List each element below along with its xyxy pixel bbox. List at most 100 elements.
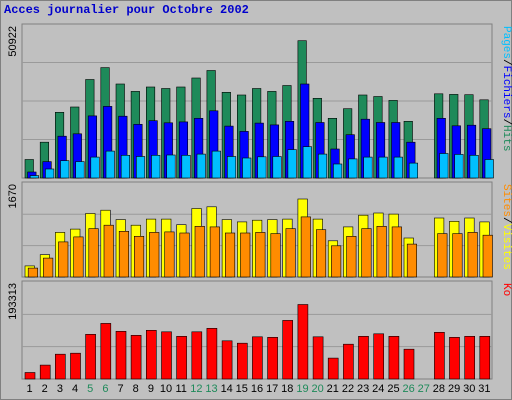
bar-ko-21 (327, 357, 339, 380)
bar-pages-16 (257, 156, 267, 179)
x-tick-label-27: 27 (418, 383, 430, 395)
x-tick-label-25: 25 (387, 383, 399, 395)
bar-pages-22 (348, 158, 358, 179)
x-tick-label-18: 18 (281, 383, 293, 395)
bar-pages-20 (317, 153, 328, 179)
bar-pages-5 (90, 156, 100, 179)
x-tick-label-10: 10 (160, 383, 172, 395)
bar-ko-15 (237, 342, 248, 380)
bar-ko-24 (373, 333, 385, 380)
bar-pages-11 (181, 155, 191, 179)
x-tick-label-7: 7 (117, 383, 123, 395)
legend-entry-separator: / (500, 217, 512, 224)
x-tick-label-9: 9 (148, 383, 154, 395)
bar-ko-6 (100, 323, 112, 380)
x-tick-label-14: 14 (221, 383, 233, 395)
bar-ko-22 (343, 343, 354, 380)
bar-sites-31 (482, 234, 493, 278)
bar-sites-15 (240, 232, 251, 278)
x-tick-label-29: 29 (448, 383, 460, 395)
bar-sites-6 (103, 224, 114, 278)
bar-sites-29 (452, 233, 463, 278)
bar-ko-4 (70, 352, 81, 380)
bar-pages-1 (29, 175, 40, 179)
bar-sites-5 (88, 228, 99, 278)
bar-ko-10 (161, 331, 172, 380)
x-tick-label-17: 17 (266, 383, 278, 395)
bar-ko-8 (130, 334, 142, 380)
bar-sites-2 (43, 257, 54, 278)
x-tick-label-1: 1 (27, 383, 33, 395)
bar-sites-7 (118, 231, 129, 278)
legend-middle: Sites/Visites (500, 184, 512, 270)
x-tick-label-6: 6 (102, 383, 108, 395)
legend-top: Pages/Fichiers/Hits (500, 26, 512, 151)
x-tick-label-12: 12 (190, 383, 202, 395)
bar-sites-17 (270, 233, 281, 278)
bar-sites-14 (225, 232, 236, 278)
x-tick-label-3: 3 (57, 383, 63, 395)
bar-sites-19 (300, 216, 311, 278)
x-tick-label-24: 24 (372, 383, 384, 395)
bar-ko-11 (176, 335, 187, 380)
x-tick-label-30: 30 (463, 383, 475, 395)
bar-ko-9 (146, 329, 157, 380)
bar-pages-17 (272, 156, 282, 179)
bar-pages-26 (408, 162, 419, 179)
bar-sites-24 (376, 226, 387, 278)
bar-pages-14 (227, 156, 237, 179)
bar-ko-5 (85, 333, 96, 380)
bar-ko-2 (39, 364, 51, 380)
x-tick-label-15: 15 (236, 383, 248, 395)
bar-ko-23 (358, 335, 369, 380)
bar-pages-25 (393, 156, 403, 179)
x-tick-label-11: 11 (175, 383, 186, 395)
bar-pages-29 (454, 154, 464, 179)
x-tick-label-31: 31 (478, 383, 490, 395)
x-tick-label-23: 23 (357, 383, 369, 395)
bar-pages-13 (211, 150, 221, 179)
bar-ko-20 (312, 336, 324, 380)
legend-entry-visites: Visites (500, 224, 512, 270)
bar-sites-1 (27, 267, 39, 278)
x-tick-label-2: 2 (42, 383, 48, 395)
bar-ko-3 (54, 353, 66, 380)
bar-sites-20 (315, 229, 327, 278)
bar-pages-28 (439, 153, 449, 179)
bar-ko-19 (297, 304, 309, 380)
bar-ko-29 (449, 336, 460, 380)
legend-entry-fichiers: Fichiers (500, 66, 512, 119)
bar-pages-23 (363, 156, 373, 179)
bar-sites-22 (346, 236, 357, 278)
bar-pages-19 (302, 146, 312, 179)
bar-ko-25 (388, 335, 400, 380)
legend-entry-separator: / (500, 118, 512, 125)
legend-entry-pages: Pages (500, 26, 512, 59)
bar-pages-3 (60, 160, 70, 179)
legend-entry-separator: / (500, 59, 512, 66)
x-tick-label-21: 21 (327, 383, 339, 395)
bar-ko-30 (464, 335, 476, 380)
x-tick-label-19: 19 (296, 383, 308, 395)
bar-ko-13 (206, 327, 218, 380)
x-tick-label-8: 8 (133, 383, 139, 395)
bar-pages-4 (75, 161, 85, 179)
bar-pages-18 (287, 149, 297, 179)
bar-sites-28 (437, 233, 448, 278)
bar-sites-21 (331, 245, 342, 278)
x-tick-label-26: 26 (402, 383, 414, 395)
legend-entry-ko: Ko (500, 283, 512, 296)
bar-ko-28 (434, 331, 445, 380)
ymax-label-bottom: 193313 (7, 283, 19, 320)
bar-ko-7 (115, 330, 127, 380)
bar-ko-31 (479, 335, 491, 380)
x-tick-label-16: 16 (251, 383, 263, 395)
bar-ko-12 (191, 331, 203, 380)
bar-sites-11 (179, 232, 190, 278)
bar-sites-16 (255, 232, 266, 278)
bar-sites-23 (361, 228, 372, 278)
bar-sites-13 (209, 226, 220, 278)
bar-pages-21 (333, 163, 343, 179)
bar-sites-10 (164, 231, 175, 278)
legend-entry-sites: Sites (500, 184, 512, 217)
